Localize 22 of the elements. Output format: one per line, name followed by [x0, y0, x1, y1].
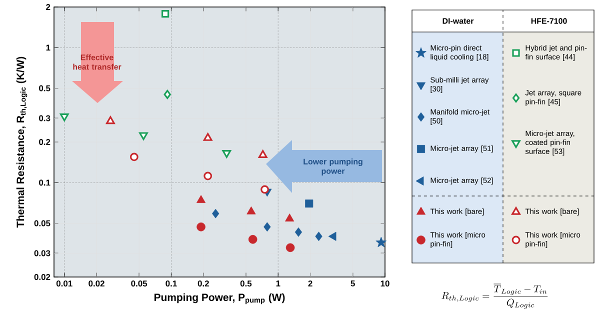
y-tick-label: 1 [46, 44, 50, 51]
y-tick-label: 0.2 [39, 139, 50, 145]
x-tick-label: 0.05 [131, 280, 148, 287]
y-tick-label: 2 [46, 4, 50, 10]
y-tick-label: 0.05 [34, 220, 50, 226]
y-tick-label: 0.03 [34, 250, 50, 256]
x-tick-label: 10 [380, 280, 390, 287]
x-tick-label: 0.02 [88, 280, 104, 287]
text: $R_{th,Logic} = \frac{\overline{T}_{Logic} - T_{in}}{Q_{Logic}}$ [442, 284, 548, 309]
x-tick-label: 0.5 [240, 280, 252, 287]
x-tick-label: 0.2 [198, 280, 209, 287]
y-tick-label: 0.3 [39, 115, 50, 122]
x-tick-label: 0.1 [166, 280, 177, 287]
x-tick-label: 0.01 [56, 280, 72, 287]
x-axis-title: Pumping Power, P$_{pump}$ (W) [154, 293, 285, 304]
y-axis-title: Thermal Resistance, R$_{th,Logic}$ (K/W) [16, 56, 28, 228]
y-tick-label: 0.5 [39, 85, 50, 92]
x-tick-label: 5 [350, 280, 355, 286]
y-tick-label: 0.02 [34, 274, 50, 280]
x-tick-label: 2 [308, 280, 312, 286]
x-tick-label: 1 [276, 280, 280, 286]
y-tick-label: 0.1 [39, 180, 50, 186]
